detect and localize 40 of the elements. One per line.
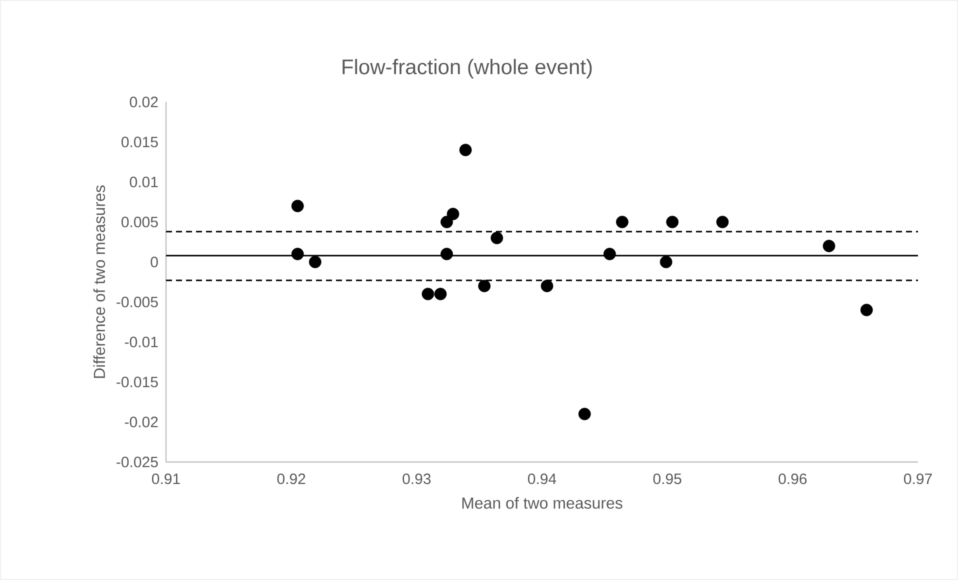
y-tick-label: 0.01 (130, 176, 158, 188)
point (490, 232, 504, 244)
point (660, 256, 672, 268)
y-tick-label: -0.015 (116, 376, 158, 388)
x-tick-label: 0.94 (528, 474, 556, 484)
point (308, 256, 322, 268)
y-tick-label: 0 (150, 256, 158, 268)
point (716, 216, 729, 228)
point (446, 208, 460, 220)
y-tick-label: 0.02 (130, 96, 158, 108)
x-tick-label: 0.91 (152, 474, 180, 484)
point (478, 280, 491, 292)
point (616, 216, 628, 228)
y-axis-title: Difference of two measures (93, 185, 106, 378)
y-tick-label: -0.02 (124, 416, 158, 428)
y-tick-label: -0.005 (116, 296, 158, 308)
point (440, 248, 453, 260)
y-tick-label: 0.015 (122, 136, 158, 148)
x-axis-title: Mean of two measures (462, 497, 622, 509)
x-tick-label: 0.93 (402, 474, 431, 484)
point (540, 280, 554, 292)
point (822, 240, 836, 252)
x-tick-label: 0.95 (653, 474, 682, 484)
point (578, 408, 591, 420)
point (291, 200, 304, 212)
point (666, 216, 679, 228)
x-tick-label: 0.92 (277, 474, 306, 484)
point (603, 248, 616, 260)
point (422, 288, 434, 300)
y-tick-label: -0.025 (116, 456, 158, 468)
point (291, 248, 304, 260)
x-tick-label: 0.96 (778, 474, 807, 484)
y-tick-label: -0.01 (124, 336, 158, 348)
point (440, 216, 453, 228)
point (860, 304, 873, 316)
point (459, 144, 472, 156)
y-tick-label: 0.005 (122, 216, 158, 228)
chart-title: Flow-fraction (whole event) (342, 58, 592, 78)
point (434, 288, 447, 300)
x-tick-label: 0.97 (904, 474, 932, 484)
